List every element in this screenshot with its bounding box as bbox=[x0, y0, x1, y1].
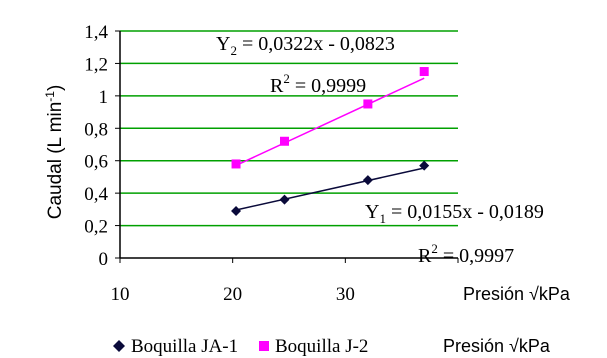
y-tick-label-3: 0,6 bbox=[84, 152, 108, 173]
equation-series-1: Y1 = 0,0155x - 0,0189 bbox=[365, 201, 544, 226]
trendline-series-2 bbox=[235, 77, 425, 167]
y-tick-label-0: 0 bbox=[99, 249, 109, 270]
x-axis-label: Presión √kPa bbox=[463, 284, 571, 304]
gridlines bbox=[120, 30, 458, 227]
r-squared-series-2: R2 = 0,9999 bbox=[270, 71, 366, 97]
legend-label-series-1: Boquilla JA-1 bbox=[131, 336, 238, 357]
y-tick-label-6: 1,2 bbox=[84, 54, 108, 75]
y-axis-label-exponent: -1 bbox=[43, 91, 57, 102]
axes bbox=[115, 30, 459, 263]
x-tick-label-0: 10 bbox=[111, 284, 130, 305]
y-tick-label-5: 1 bbox=[99, 87, 109, 108]
y-tick-label-1: 0,2 bbox=[84, 217, 108, 238]
tick-labels: 0 0,2 0,4 0,6 0,8 1 1,2 1,4 10 20 30 bbox=[84, 22, 355, 305]
series-1 bbox=[231, 160, 430, 216]
legend-marker-square bbox=[259, 341, 269, 351]
legend-marker-diamond bbox=[113, 340, 125, 352]
point-series-1-2 bbox=[362, 175, 373, 186]
r-squared-series-1: R2 = 0,9997 bbox=[418, 241, 514, 267]
x-tick-label-1: 20 bbox=[223, 284, 242, 305]
point-series-2-0 bbox=[231, 159, 241, 169]
y-tick-label-2: 0,4 bbox=[84, 184, 108, 205]
series bbox=[231, 67, 430, 216]
legend-extra-label: Presión √kPa bbox=[443, 336, 551, 356]
point-series-1-3 bbox=[419, 160, 430, 171]
point-series-2-1 bbox=[279, 136, 289, 146]
y-tick-label-4: 0,8 bbox=[84, 119, 108, 140]
x-tick-label-2: 30 bbox=[336, 284, 355, 305]
point-series-2-3 bbox=[419, 67, 429, 77]
point-series-2-2 bbox=[363, 99, 373, 109]
y-tick-label-7: 1,4 bbox=[84, 22, 108, 43]
series-2 bbox=[231, 67, 429, 169]
equation-series-2: Y2 = 0,0322x - 0,0823 bbox=[216, 33, 395, 58]
y-axis-label: Caudal (L min-1) bbox=[43, 85, 66, 220]
point-series-1-1 bbox=[279, 194, 290, 205]
point-series-1-0 bbox=[231, 205, 242, 216]
legend: Boquilla JA-1 Boquilla J-2 Presión √kPa bbox=[113, 336, 551, 357]
legend-label-series-2: Boquilla J-2 bbox=[275, 336, 368, 357]
trendline-series-1 bbox=[235, 167, 425, 211]
